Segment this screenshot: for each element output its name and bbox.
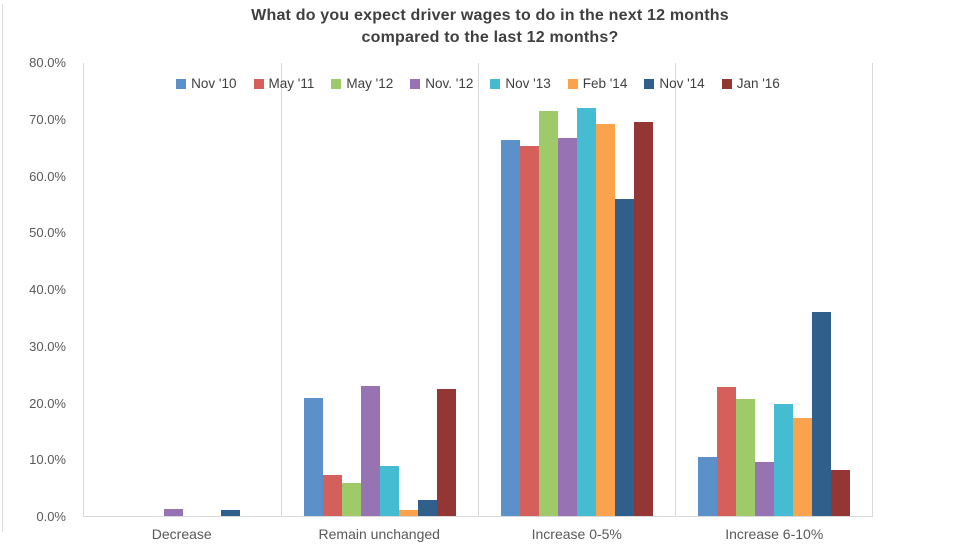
- bar-nov-12-remain-unchanged: [360, 385, 380, 516]
- y-axis: 80.0% 70.0% 60.0% 50.0% 40.0% 30.0% 20.0% 10.0%…: [0, 0, 66, 552]
- bar-nov-14-remain-unchanged: [417, 500, 437, 516]
- bar-nov-14-increase-6-10: [811, 312, 831, 516]
- bar-may-11-increase-6-10: [716, 386, 736, 516]
- x-axis-label-increase-6-10: Increase 6-10%: [725, 526, 824, 542]
- bar-nov-10-increase-6-10: [697, 457, 717, 516]
- y-tick-label-40-0: 40.0%: [29, 282, 66, 297]
- y-tick-label-0-0: 0.0%: [36, 509, 66, 524]
- legend-swatch-icon: [644, 78, 655, 89]
- y-tick-label-50-0: 50.0%: [29, 225, 66, 240]
- plot-area: Nov '10 May '11 May '12 Nov. '12 Nov '13 Feb …: [83, 63, 873, 517]
- legend-label: May '11: [268, 76, 315, 91]
- legend-label: Feb '14: [582, 76, 628, 91]
- y-tick-label-80-0: 80.0%: [29, 55, 66, 70]
- bar-groups: [84, 63, 872, 516]
- x-axis-label-remain-unchanged: Remain unchanged: [318, 526, 440, 542]
- legend-swatch-icon: [331, 78, 342, 89]
- bar-nov-13-remain-unchanged: [379, 466, 399, 516]
- legend-item-feb-14: Feb '14: [567, 76, 628, 91]
- bar-may-11-increase-0-5: [519, 146, 539, 516]
- bar-nov-12-decrease: [163, 508, 183, 516]
- legend-item-jan-16: Jan '16: [721, 76, 780, 91]
- bar-feb-14-increase-6-10: [792, 418, 812, 516]
- bar-nov-12-increase-6-10: [754, 462, 774, 516]
- legend: Nov '10 May '11 May '12 Nov. '12 Nov '13 Feb …: [84, 76, 872, 91]
- bar-group-increase-0-5: [478, 63, 675, 516]
- bar-nov-13-increase-0-5: [576, 108, 596, 516]
- chart-title-line2: compared to the last 12 months?: [361, 29, 619, 46]
- x-axis-label-increase-0-5: Increase 0-5%: [531, 526, 622, 542]
- bar-feb-14-remain-unchanged: [398, 510, 418, 516]
- y-tick-label-60-0: 60.0%: [29, 169, 66, 184]
- legend-item-nov-13: Nov '13: [490, 76, 551, 91]
- bar-group-increase-6-10: [675, 63, 872, 516]
- bar-nov-14-decrease: [220, 510, 240, 516]
- bar-may-11-remain-unchanged: [322, 475, 342, 516]
- left-edge-line: [2, 4, 3, 532]
- bar-jan-16-increase-0-5: [633, 121, 653, 516]
- legend-label: Nov. '12: [425, 76, 474, 91]
- chart-title-line1: What do you expect driver wages to do in…: [251, 7, 729, 24]
- legend-item-nov-10: Nov '10: [176, 76, 237, 91]
- bar-nov-12-increase-0-5: [557, 138, 577, 516]
- bar-may-12-increase-0-5: [538, 110, 558, 516]
- bar-group-remain-unchanged: [281, 63, 478, 516]
- vertical-gridline: [478, 63, 479, 516]
- legend-label: Nov '14: [659, 76, 705, 91]
- bar-feb-14-increase-0-5: [595, 124, 615, 516]
- legend-item-may-11: May '11: [253, 76, 315, 91]
- legend-swatch-icon: [567, 78, 578, 89]
- x-axis: Decrease Remain unchanged Increase 0-5% Inc…: [83, 525, 873, 543]
- bar-nov-10-increase-0-5: [500, 140, 520, 516]
- y-tick-label-30-0: 30.0%: [29, 339, 66, 354]
- bar-nov-13-increase-6-10: [773, 403, 793, 516]
- legend-swatch-icon: [490, 78, 501, 89]
- vertical-gridline: [675, 63, 676, 516]
- y-tick-label-20-0: 20.0%: [29, 396, 66, 411]
- legend-item-nov-14: Nov '14: [644, 76, 705, 91]
- vertical-gridline: [281, 63, 282, 516]
- y-tick-label-70-0: 70.0%: [29, 112, 66, 127]
- chart-title: What do you expect driver wages to do in…: [0, 5, 980, 49]
- legend-item-nov-12: Nov. '12: [410, 76, 473, 91]
- legend-swatch-icon: [721, 78, 732, 89]
- legend-swatch-icon: [410, 78, 421, 89]
- bar-jan-16-increase-6-10: [830, 469, 850, 516]
- bar-may-12-increase-6-10: [735, 398, 755, 516]
- bar-may-12-remain-unchanged: [341, 483, 361, 516]
- bar-nov-10-remain-unchanged: [303, 398, 323, 516]
- legend-label: May '12: [346, 76, 394, 91]
- legend-label: Jan '16: [736, 76, 780, 91]
- bar-jan-16-remain-unchanged: [436, 388, 456, 516]
- bar-nov-14-increase-0-5: [614, 198, 634, 516]
- legend-label: Nov '13: [505, 76, 551, 91]
- y-tick-label-10-0: 10.0%: [29, 452, 66, 467]
- bar-group-decrease: [84, 63, 281, 516]
- legend-item-may-12: May '12: [331, 76, 393, 91]
- legend-label: Nov '10: [191, 76, 237, 91]
- x-axis-label-decrease: Decrease: [151, 526, 212, 542]
- legend-swatch-icon: [253, 78, 264, 89]
- legend-swatch-icon: [176, 78, 187, 89]
